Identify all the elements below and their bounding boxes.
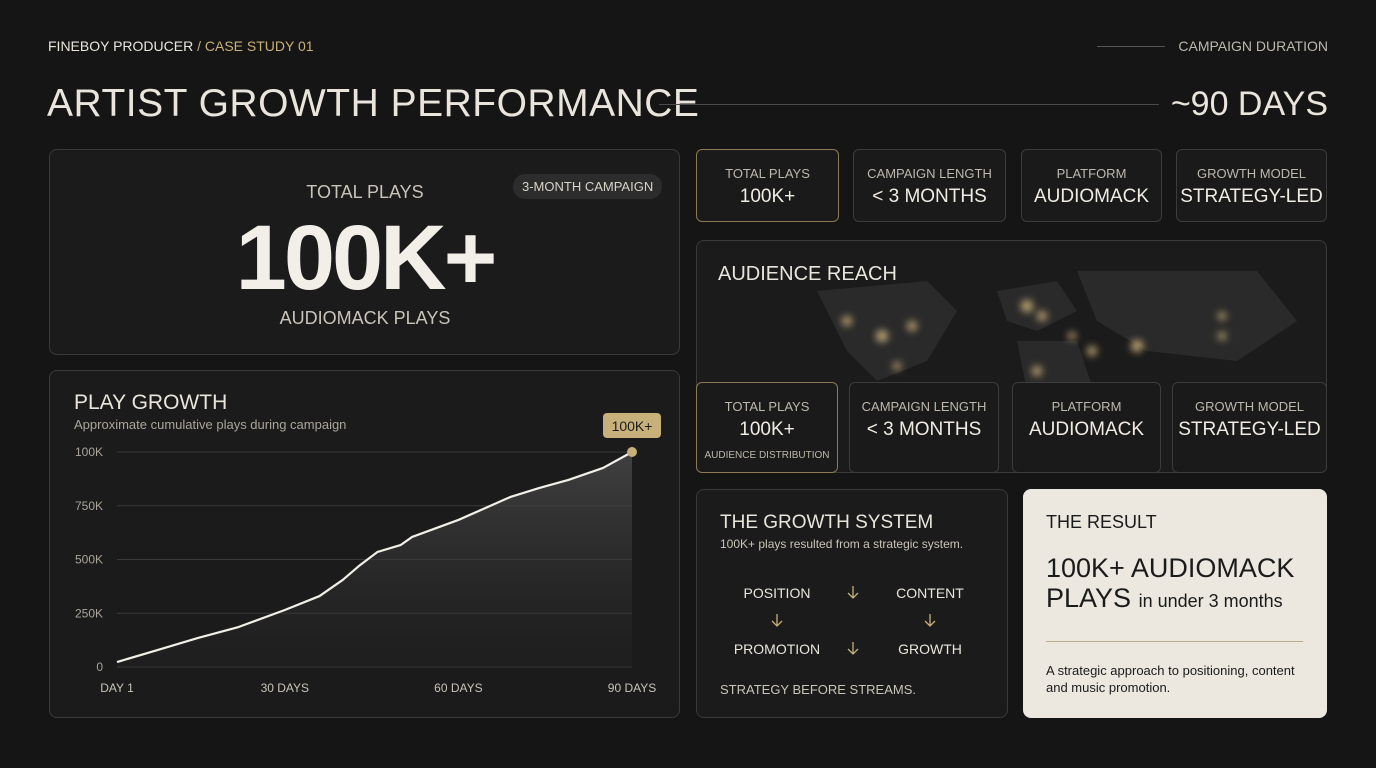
stat-label: GROWTH MODEL xyxy=(1194,399,1305,414)
stat-label: PLATFORM xyxy=(1051,399,1122,414)
result-card: THE RESULT 100K+ AUDIOMACK PLAYS in unde… xyxy=(1023,489,1327,718)
stat-card: PLATFORM AUDIOMACK xyxy=(1021,149,1162,222)
step: CONTENT xyxy=(896,585,964,601)
rule xyxy=(1097,46,1165,47)
stat-label: GROWTH MODEL xyxy=(1196,166,1307,181)
result-body: A strategic approach to positioning, con… xyxy=(1046,663,1295,695)
hero-value: 100K+ xyxy=(235,207,498,309)
system-card: THE GROWTH SYSTEM 100K+ plays resulted f… xyxy=(696,489,1008,718)
breadcrumb: FINEBOY PRODUCER / CASE STUDY 01 xyxy=(48,38,314,54)
flow-arrows xyxy=(771,586,936,655)
reach-stat: GROWTH MODEL STRATEGY-LED xyxy=(1172,382,1327,473)
stat-label: CAMPAIGN LENGTH xyxy=(861,399,987,414)
headline: 100K+ AUDIOMACK PLAYS xyxy=(1046,553,1295,613)
hero-sub: AUDIOMACK PLAYS xyxy=(279,308,451,328)
step: GROWTH xyxy=(898,641,962,657)
stat-value: < 3 MONTHS xyxy=(866,419,982,440)
case-label: CASE STUDY 01 xyxy=(204,38,314,54)
chart-subtitle: Approximate cumulative plays during camp… xyxy=(74,417,347,432)
step: POSITION xyxy=(743,585,811,601)
page-title: ARTIST GROWTH PERFORMANCE xyxy=(47,82,700,125)
stat-label: CAMPAIGN LENGTH xyxy=(867,166,992,181)
system-footer: STRATEGY BEFORE STREAMS. xyxy=(720,682,916,697)
stat-card: TOTAL PLAYS 100K+ xyxy=(696,149,839,222)
duration: ~90 DAYS xyxy=(1170,85,1328,123)
system-title: THE GROWTH SYSTEM xyxy=(720,512,934,533)
stat-label: PLATFORM xyxy=(1056,166,1127,181)
hero-card: TOTAL PLAYS 100K+ AUDIOMACK PLAYS 3-MONT… xyxy=(49,149,680,355)
hero-label: TOTAL PLAYS xyxy=(306,182,424,202)
result-title: THE RESULT xyxy=(1046,512,1157,532)
chart-title: PLAY GROWTH xyxy=(74,391,228,414)
stat-value: 100K+ xyxy=(739,419,795,440)
stat-value: < 3 MONTHS xyxy=(872,186,987,207)
stat-value: AUDIOMACK xyxy=(1028,419,1145,440)
stat-label: TOTAL PLAYS xyxy=(724,399,810,414)
badge: 3-MONTH CAMPAIGN xyxy=(513,174,663,199)
headline-tail: in under 3 months xyxy=(1138,591,1283,611)
stat-value: 100K+ xyxy=(739,186,796,207)
rule xyxy=(659,104,1159,105)
chart-card: PLAY GROWTH Approximate cumulative plays… xyxy=(49,370,680,718)
result-headline: 100K+ AUDIOMACK PLAYS in under 3 months xyxy=(1046,553,1316,616)
brand: FINEBOY PRODUCER xyxy=(48,38,194,54)
rule xyxy=(1046,641,1303,642)
stat-value: STRATEGY-LED xyxy=(1180,186,1323,207)
stat-note: AUDIENCE DISTRIBUTION xyxy=(704,450,830,461)
duration-label: CAMPAIGN DURATION xyxy=(1178,38,1328,54)
stat-label: TOTAL PLAYS xyxy=(725,166,810,181)
stat-value: AUDIOMACK xyxy=(1033,186,1150,207)
separator: / xyxy=(197,38,201,54)
reach-stat: CAMPAIGN LENGTH < 3 MONTHS xyxy=(849,382,999,473)
stat-card: GROWTH MODEL STRATEGY-LED xyxy=(1176,149,1327,222)
stat-card: CAMPAIGN LENGTH < 3 MONTHS xyxy=(853,149,1006,222)
reach-title: AUDIENCE REACH xyxy=(718,263,897,285)
step: PROMOTION xyxy=(733,641,821,657)
stat-value: STRATEGY-LED xyxy=(1178,419,1321,440)
system-subtitle: 100K+ plays resulted from a strategic sy… xyxy=(720,537,964,551)
reach-stat: TOTAL PLAYS 100K+ AUDIENCE DISTRIBUTION xyxy=(696,382,838,473)
reach-stat: PLATFORM AUDIOMACK xyxy=(1012,382,1161,473)
